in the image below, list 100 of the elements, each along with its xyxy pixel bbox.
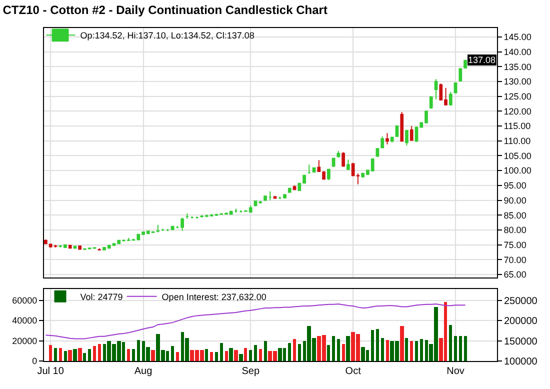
- candlestick: [288, 187, 292, 194]
- bar: [264, 341, 267, 361]
- candlestick: [239, 210, 243, 213]
- x-tick-label: Oct: [345, 366, 362, 377]
- bar: [132, 349, 135, 361]
- bar: [171, 346, 174, 361]
- y-tick-label: 95.00: [504, 180, 526, 191]
- candlestick: [156, 224, 160, 233]
- bar: [73, 349, 77, 361]
- bar: [293, 339, 296, 361]
- bar: [342, 344, 345, 361]
- candlestick: [448, 91, 452, 106]
- bar: [376, 329, 379, 361]
- bar: [298, 344, 301, 361]
- candlestick: [342, 152, 346, 168]
- bar: [405, 338, 408, 361]
- bar: [137, 340, 140, 361]
- candlestick: [195, 216, 199, 220]
- y-tick-label: 40000: [12, 316, 38, 326]
- bar: [386, 340, 389, 361]
- bar: [93, 346, 96, 361]
- candlestick: [390, 136, 394, 143]
- bar: [254, 345, 257, 361]
- bar: [420, 339, 423, 361]
- y-tick-label: 20000: [12, 336, 38, 346]
- bar: [83, 353, 86, 361]
- legend-label: Open Interest: 237,632.00: [162, 292, 266, 302]
- y-tick-label: 145.00: [504, 32, 532, 42]
- candlestick: [405, 129, 408, 146]
- legend-label: Op:134.52, Hi:137.10, Lo:134.52, Cl:137.08: [80, 30, 254, 41]
- candlestick: [400, 112, 404, 142]
- bar: [239, 354, 243, 361]
- x-tick-label: Jul 10: [37, 366, 64, 377]
- bar: [278, 348, 282, 361]
- bar: [229, 348, 233, 361]
- y2-tick-label: 200000: [504, 316, 538, 328]
- candlestick: [180, 217, 184, 232]
- bar: [225, 351, 228, 361]
- bar: [249, 350, 252, 361]
- candlestick: [190, 216, 194, 219]
- bar: [54, 348, 57, 361]
- candlestick: [78, 245, 82, 250]
- candlestick: [326, 168, 330, 181]
- y-tick-label: 90.00: [504, 195, 526, 206]
- y-tick-label: 115.00: [504, 121, 531, 132]
- candlestick: [166, 228, 170, 232]
- candlestick: [307, 164, 311, 174]
- line-series: [45, 303, 466, 340]
- bar: [381, 338, 384, 361]
- candlestick: [98, 248, 102, 251]
- bar: [59, 348, 62, 361]
- y-tick-label: 65.00: [504, 270, 526, 280]
- y-tick-label: 120.00: [504, 106, 532, 116]
- candlestick: [283, 194, 286, 199]
- y-tick-label: 85.00: [504, 210, 526, 220]
- y2-tick-label: 150000: [504, 336, 538, 348]
- bar: [151, 350, 155, 361]
- candlestick: [161, 228, 164, 232]
- y-tick-label: 75.00: [504, 240, 526, 250]
- candlestick: [278, 196, 282, 200]
- bar: [288, 343, 291, 361]
- bar: [210, 352, 213, 361]
- bar: [337, 339, 340, 361]
- y-tick-label: 125.00: [504, 91, 532, 102]
- candlestick: [170, 226, 174, 230]
- bar: [215, 352, 218, 361]
- candlestick: [434, 78, 438, 100]
- legend-label: Vol: 24779: [80, 292, 123, 302]
- bar: [78, 348, 82, 361]
- bar: [205, 349, 208, 361]
- bar: [346, 336, 350, 361]
- bar: [64, 351, 67, 361]
- bar: [234, 350, 238, 361]
- candlestick: [234, 208, 238, 214]
- bar: [98, 344, 101, 361]
- bar: [68, 350, 72, 361]
- x-tick-label: Sep: [242, 366, 260, 377]
- y-tick-label: 100.00: [504, 166, 532, 176]
- y-tick-label: 135.00: [504, 62, 532, 72]
- bar: [220, 343, 223, 361]
- bar: [49, 345, 52, 361]
- bar: [459, 336, 462, 361]
- candlestick: [264, 195, 267, 202]
- bar: [244, 348, 247, 361]
- y-tick-label: 110.00: [504, 136, 531, 146]
- bar: [454, 336, 457, 361]
- x-tick-label: Nov: [446, 366, 464, 377]
- candlestick: [332, 157, 336, 168]
- text: 137.08: [468, 55, 496, 65]
- y-tick-label: 130.00: [504, 76, 532, 87]
- candlestick: [386, 132, 389, 145]
- candlestick: [429, 96, 433, 110]
- candlestick: [380, 136, 384, 149]
- bar: [176, 352, 179, 361]
- y-tick-label: 0: [32, 356, 38, 366]
- candlestick: [186, 212, 189, 220]
- x-tick-label: Aug: [134, 366, 152, 377]
- bar: [127, 349, 130, 361]
- bar: [464, 336, 467, 361]
- bar: [259, 349, 262, 361]
